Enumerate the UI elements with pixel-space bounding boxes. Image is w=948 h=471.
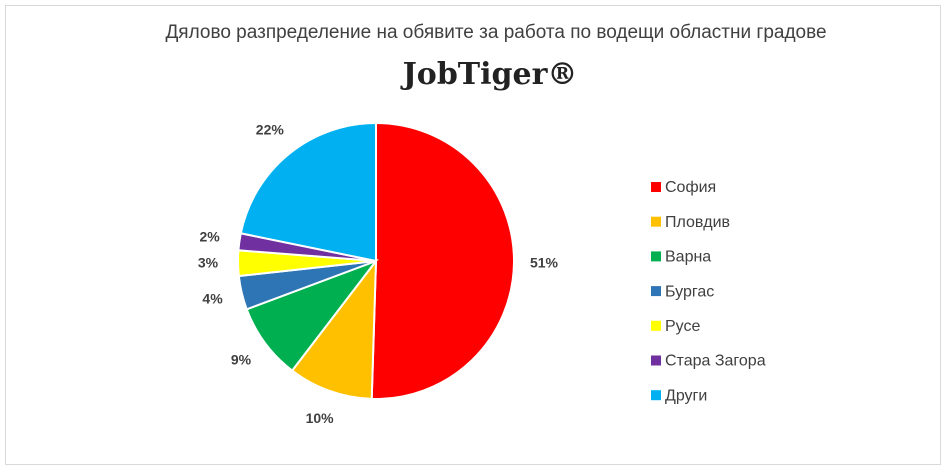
value-label: 22% <box>256 122 285 138</box>
value-label: 51% <box>530 254 559 270</box>
legend-label: Варна <box>665 249 711 266</box>
value-label: 4% <box>202 291 223 307</box>
legend-swatch <box>651 355 661 366</box>
legend-label: София <box>665 179 716 196</box>
legend-swatch <box>651 182 661 192</box>
chart-title: Дялово разпределение на обявите за работ… <box>165 22 826 43</box>
legend-swatch <box>651 216 661 227</box>
logo: JobTiger® <box>400 57 578 92</box>
legend-label: Бургас <box>665 283 714 300</box>
legend-swatch <box>651 286 661 297</box>
legend-swatch <box>651 390 661 401</box>
legend-swatch <box>651 251 661 262</box>
value-label: 2% <box>200 228 221 244</box>
legend-label: Русе <box>665 318 700 335</box>
pie-slice <box>239 121 377 263</box>
value-label: 9% <box>231 352 252 368</box>
legend-label: Пловдив <box>665 214 730 231</box>
legend-label: Стара Загора <box>665 353 766 370</box>
value-label: 10% <box>306 410 335 426</box>
pie-slice <box>290 257 378 400</box>
legend-swatch <box>651 320 661 331</box>
legend-label: Други <box>665 387 707 404</box>
value-label: 3% <box>198 254 219 270</box>
pie-slice <box>370 121 515 400</box>
